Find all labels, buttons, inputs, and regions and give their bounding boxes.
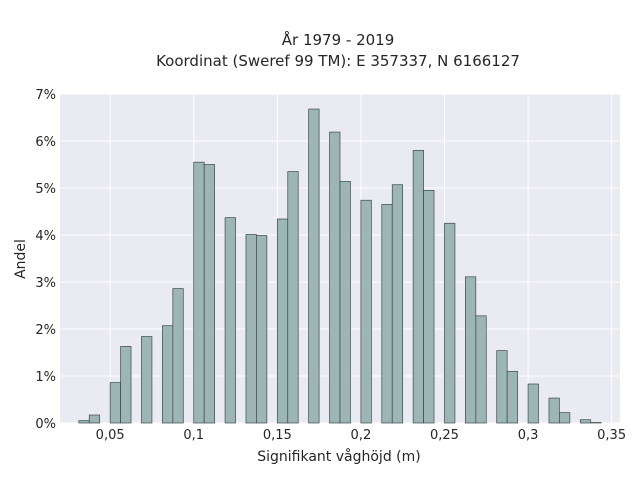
x-axis-label: Signifikant våghöjd (m): [257, 448, 420, 465]
x-axis-ticks: 0,05 0,1 0,15 0,2 0,25 0,3 0,35: [96, 428, 626, 443]
histogram-bar: [193, 161, 205, 424]
histogram-bar: [224, 217, 236, 424]
x-tick-label: 0,3: [518, 428, 539, 443]
histogram-bar: [527, 383, 539, 424]
bars: [78, 108, 602, 424]
y-axis-label: Andel: [13, 239, 29, 279]
histogram-bar: [548, 397, 560, 424]
histogram-bar: [109, 382, 121, 424]
histogram-bar: [475, 315, 487, 424]
histogram-bar: [162, 325, 174, 424]
histogram-bar: [360, 199, 372, 424]
y-axis-ticks: 0% 1% 2% 3% 4% 5% 6% 7%: [35, 88, 56, 432]
histogram-bar: [381, 204, 393, 424]
y-tick-label: 1%: [35, 370, 56, 385]
histogram-bar: [245, 234, 257, 424]
x-tick-label: 0,35: [597, 428, 626, 443]
y-tick-label: 4%: [35, 229, 56, 244]
histogram-bar: [444, 222, 456, 424]
y-tick-label: 3%: [35, 276, 56, 291]
y-tick-label: 5%: [35, 182, 56, 197]
y-tick-label: 2%: [35, 323, 56, 338]
x-tick-label: 0,1: [183, 428, 204, 443]
histogram-bar: [308, 108, 320, 424]
histogram-bar: [203, 164, 215, 424]
histogram-bar: [256, 235, 268, 424]
histogram-bar: [78, 420, 90, 424]
histogram-bar: [276, 218, 289, 424]
histogram-bar: [559, 412, 571, 424]
histogram-bar: [412, 150, 424, 424]
histogram-bar: [391, 184, 404, 424]
histogram-bar: [88, 414, 101, 424]
histogram-bar: [141, 336, 153, 424]
histogram-bar: [423, 190, 435, 424]
histogram-bar: [120, 346, 132, 424]
x-tick-label: 0,05: [96, 428, 125, 443]
histogram-bar: [329, 131, 341, 424]
x-tick-label: 0,2: [351, 428, 372, 443]
histogram-bar: [496, 350, 508, 424]
histogram-bar: [172, 288, 184, 424]
histogram-bar: [339, 181, 351, 424]
x-tick-label: 0,15: [263, 428, 292, 443]
chart-subtitle: Koordinat (Sweref 99 TM): E 357337, N 61…: [156, 52, 520, 70]
y-tick-label: 0%: [35, 417, 56, 432]
histogram-bar: [287, 171, 299, 424]
y-tick-label: 7%: [35, 88, 56, 103]
histogram-bar: [579, 419, 592, 424]
chart-title: År 1979 - 2019: [282, 30, 395, 49]
x-tick-label: 0,25: [430, 428, 459, 443]
y-tick-label: 6%: [35, 135, 56, 150]
histogram-bar: [465, 276, 477, 424]
histogram-bar: [506, 370, 518, 424]
